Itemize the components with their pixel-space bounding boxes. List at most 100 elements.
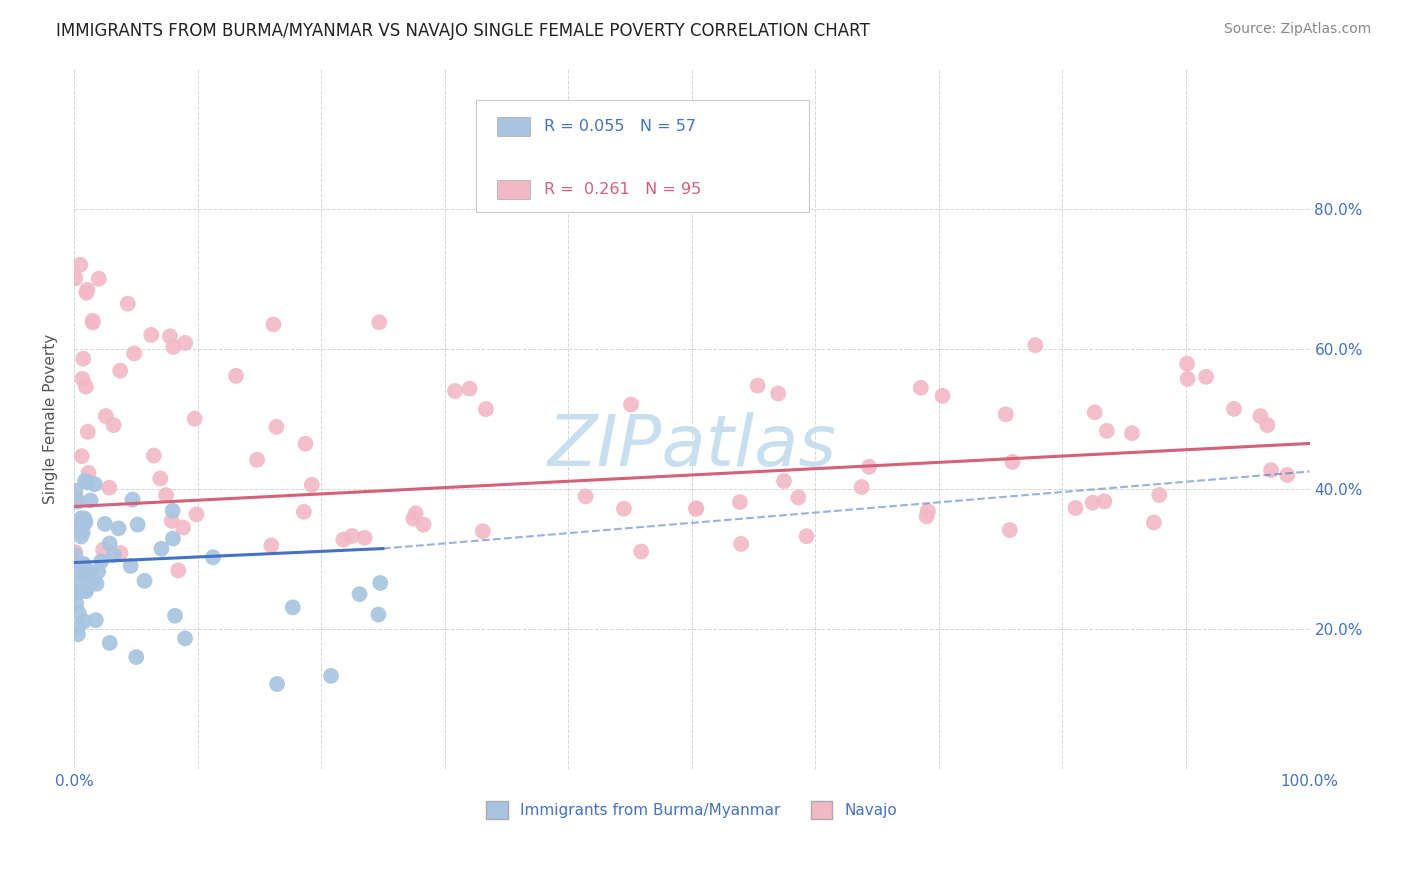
Point [172,520,194,534]
Point [70,584,93,599]
Text: R =  0.261   N = 95: R = 0.261 N = 95 [544,182,700,197]
Point [174,632,197,646]
Point [86,576,108,591]
Point [349,587,371,601]
Point [613,501,636,516]
Point [160,514,183,528]
Point [458,382,481,396]
Point [66,494,89,508]
Point [1143,516,1166,530]
Point [77,466,100,480]
Point [260,538,283,552]
Point [73,558,96,573]
Point [998,523,1021,537]
Point [65,597,87,611]
Point [65,490,87,504]
Point [67,585,90,599]
Legend: Immigrants from Burma/Myanmar, Navajo: Immigrants from Burma/Myanmar, Navajo [481,795,904,825]
Point [72,516,94,531]
Point [66,627,89,641]
Point [121,492,143,507]
Point [1084,405,1107,419]
Point [1081,496,1104,510]
Point [471,524,494,539]
Point [117,296,139,310]
Point [69,578,91,592]
Point [65,491,87,505]
Point [70,529,93,543]
Point [75,379,97,393]
Point [141,327,163,342]
Point [294,436,316,450]
Point [1249,409,1271,424]
Point [202,550,225,565]
Text: ZIPatlas: ZIPatlas [547,412,837,482]
Point [125,650,148,665]
Point [94,516,117,531]
Point [150,541,173,556]
Point [163,608,186,623]
Point [1277,468,1299,483]
Point [67,566,90,581]
Point [65,271,87,285]
Point [1001,455,1024,469]
Point [82,574,104,588]
Point [773,474,796,488]
Point [73,511,96,525]
Point [69,258,91,272]
Point [91,542,114,557]
Point [246,452,269,467]
Point [1024,338,1046,352]
Point [319,669,342,683]
Point [851,480,873,494]
Point [1095,424,1118,438]
Point [65,545,87,559]
Point [728,495,751,509]
Point [65,519,87,533]
Point [127,517,149,532]
Point [630,544,652,558]
Point [73,614,96,628]
Point [65,483,87,498]
Point [82,314,104,328]
Point [475,402,498,417]
Point [162,340,184,354]
Point [1256,418,1278,433]
Point [110,364,132,378]
Point [80,565,103,579]
Point [107,521,129,535]
Point [225,368,247,383]
Point [281,600,304,615]
Point [73,566,96,581]
Point [72,557,94,571]
Point [76,425,98,439]
Point [87,565,110,579]
Point [353,531,375,545]
Point [72,372,94,386]
Point [70,449,93,463]
Point [444,384,467,398]
Point [931,389,953,403]
Point [103,418,125,433]
Point [134,574,156,588]
Point [65,548,87,562]
Point [266,420,288,434]
Point [94,409,117,423]
Point [685,501,707,516]
Point [103,548,125,562]
Point [994,407,1017,421]
Point [110,546,132,560]
Point [685,501,707,516]
Point [262,318,284,332]
Point [1064,501,1087,516]
Text: Source: ZipAtlas.com: Source: ZipAtlas.com [1223,22,1371,37]
Point [1175,357,1198,371]
Point [98,536,121,550]
Point [167,563,190,577]
Point [76,582,98,596]
Point [120,558,142,573]
Point [1149,488,1171,502]
Point [1260,463,1282,477]
Point [98,636,121,650]
Point [1223,401,1246,416]
